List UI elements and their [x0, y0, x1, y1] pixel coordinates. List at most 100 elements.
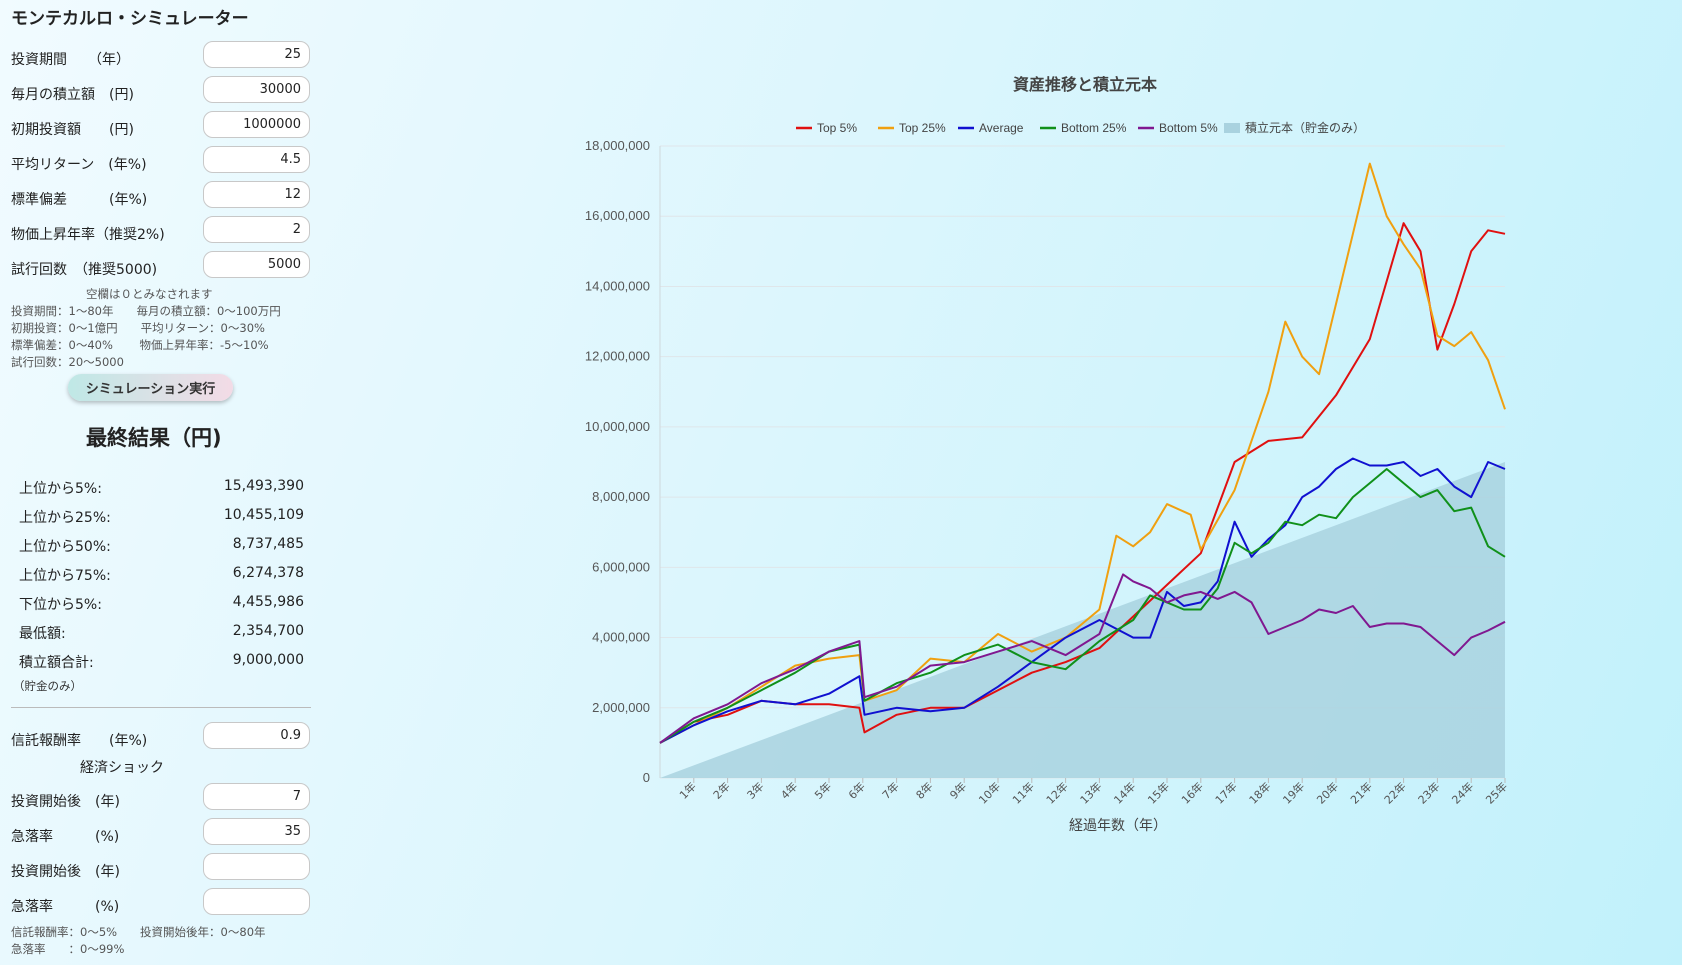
y-tick-label: 6,000,000 [592, 559, 650, 574]
trust-fee-input[interactable] [203, 722, 310, 749]
x-tick-label: 7年 [879, 779, 902, 802]
chart-svg: 資産推移と積立元本 Top 5% Top 25% Average Bottom 25%… [585, 75, 1510, 834]
field-std-deviation: 標準偏差 (年%) [11, 181, 311, 213]
x-tick-label: 13年 [1077, 779, 1105, 807]
y-tick-label: 16,000,000 [585, 208, 650, 223]
run-simulation-button[interactable]: シミュレーション実行 [68, 374, 233, 401]
shock2-year-input[interactable] [203, 853, 310, 880]
x-tick-label: 11年 [1009, 779, 1037, 807]
field-monthly-contribution: 毎月の積立額 (円) [11, 76, 311, 108]
x-tick-label: 8年 [913, 779, 936, 802]
field-trust-fee: 信託報酬率 (年%) [11, 722, 311, 754]
field-label: 投資期間 （年） [11, 52, 130, 68]
result-value: 9,000,000 [232, 652, 304, 668]
field-inflation-rate: 物価上昇年率（推奨2%) [11, 216, 311, 248]
x-axis: 1年 2年 3年 4年 5年 6年 7年 8年 9年 10年 11年 12年 13年 14年 15年 16年 1… [676, 778, 1510, 807]
result-row: 上位から25%: 10,455,109 [19, 507, 304, 531]
x-axis-label: 経過年数（年） [1069, 818, 1167, 834]
shock1-year-input[interactable] [203, 783, 310, 810]
field-average-return: 平均リターン (年%) [11, 146, 311, 178]
x-tick-label: 14年 [1111, 779, 1139, 807]
result-label: 上位から5%: [19, 481, 102, 497]
result-value: 8,737,485 [232, 536, 304, 552]
shock2-drop-input[interactable] [203, 888, 310, 915]
x-tick-label: 15年 [1145, 779, 1173, 807]
shock1-drop-input[interactable] [203, 818, 310, 845]
field-shock1-drop: 急落率 (%) [11, 818, 311, 850]
result-value: 10,455,109 [223, 507, 304, 523]
legend-label: Top 5% [817, 121, 857, 135]
field-investment-period: 投資期間 （年） [11, 41, 311, 73]
x-tick-label: 18年 [1246, 779, 1274, 807]
field-label: 急落率 (%) [11, 899, 120, 915]
result-row: 上位から5%: 15,493,390 [19, 478, 304, 502]
y-tick-label: 12,000,000 [585, 349, 650, 364]
divider [11, 707, 311, 708]
range-hint: 標準偏差：0～40% 物価上昇年率：-5～10% [11, 338, 269, 352]
chart-title: 資産推移と積立元本 [1013, 75, 1157, 94]
chart-legend: Top 5% Top 25% Average Bottom 25% Bottom 5% 積… [796, 120, 1365, 135]
field-label: 毎月の積立額 (円) [11, 87, 134, 103]
x-tick-label: 12年 [1043, 779, 1071, 807]
result-row: 上位から50%: 8,737,485 [19, 536, 304, 560]
y-tick-label: 8,000,000 [592, 489, 650, 504]
monthly-contribution-input[interactable] [203, 76, 310, 103]
range-hint: 投資期間：1～80年 毎月の積立額：0～100万円 [11, 304, 281, 318]
std-deviation-input[interactable] [203, 181, 310, 208]
result-value: 2,354,700 [232, 623, 304, 639]
result-label: 下位から5%: [19, 597, 102, 613]
x-tick-label: 21年 [1347, 779, 1375, 807]
y-axis: 0 2,000,000 4,000,000 6,000,000 8,000,000 10,… [585, 138, 650, 785]
y-tick-label: 2,000,000 [592, 700, 650, 715]
range-hint: 試行回数：20～5000 [11, 355, 124, 369]
field-label: 物価上昇年率（推奨2%) [11, 227, 165, 243]
field-label: 平均リターン (年%) [11, 157, 147, 173]
x-tick-label: 1年 [676, 779, 699, 802]
initial-investment-input[interactable] [203, 111, 310, 138]
average-return-input[interactable] [203, 146, 310, 173]
y-tick-label: 0 [643, 770, 650, 785]
legend-swatch [1224, 123, 1240, 133]
investment-period-input[interactable] [203, 41, 310, 68]
field-label: 急落率 (%) [11, 829, 120, 845]
series-line-top-5- [659, 222, 1506, 744]
y-tick-label: 4,000,000 [592, 630, 650, 645]
x-tick-label: 9年 [947, 779, 970, 802]
result-label: 最低額: [19, 626, 66, 642]
x-tick-label: 4年 [778, 779, 801, 802]
x-tick-label: 6年 [845, 779, 868, 802]
x-tick-label: 10年 [976, 779, 1004, 807]
legend-label: Bottom 5% [1159, 121, 1218, 135]
trial-count-input[interactable] [203, 251, 310, 278]
series-line-bottom-5- [659, 573, 1506, 744]
result-row: 積立額合計: 9,000,000 [19, 652, 304, 676]
economic-shock-title: 経済ショック [80, 760, 164, 776]
y-tick-label: 14,000,000 [585, 278, 650, 293]
y-tick-label: 18,000,000 [585, 138, 650, 153]
inflation-rate-input[interactable] [203, 216, 310, 243]
result-label: 上位から25%: [19, 510, 111, 526]
result-row: 下位から5%: 4,455,986 [19, 594, 304, 618]
field-label: 標準偏差 (年%) [11, 192, 148, 208]
field-trial-count: 試行回数 （推奨5000) [11, 251, 311, 283]
app-title: モンテカルロ・シミュレーター [11, 9, 249, 29]
x-tick-label: 25年 [1483, 779, 1511, 807]
x-tick-label: 2年 [710, 779, 733, 802]
field-label: 信託報酬率 (年%) [11, 733, 148, 749]
field-shock2-year: 投資開始後 (年) [11, 853, 311, 885]
chart-series [659, 162, 1506, 744]
x-tick-label: 16年 [1178, 779, 1206, 807]
field-label: 投資開始後 (年) [11, 864, 120, 880]
field-label: 初期投資額 (円) [11, 122, 134, 138]
x-tick-label: 24年 [1449, 779, 1477, 807]
legend-label: Bottom 25% [1061, 121, 1127, 135]
series-line-average [659, 457, 1506, 744]
fee-hint: 急落率 ：0～99% [11, 942, 125, 956]
result-label: 上位から75%: [19, 568, 111, 584]
field-label: 試行回数 （推奨5000) [11, 262, 158, 278]
field-initial-investment: 初期投資額 (円) [11, 111, 311, 143]
x-tick-label: 3年 [744, 779, 767, 802]
asset-projection-chart: 資産推移と積立元本 Top 5% Top 25% Average Bottom 25%… [560, 60, 1600, 850]
range-hint: 初期投資：0～1億円 平均リターン：0～30% [11, 321, 265, 335]
x-tick-label: 23年 [1415, 779, 1443, 807]
